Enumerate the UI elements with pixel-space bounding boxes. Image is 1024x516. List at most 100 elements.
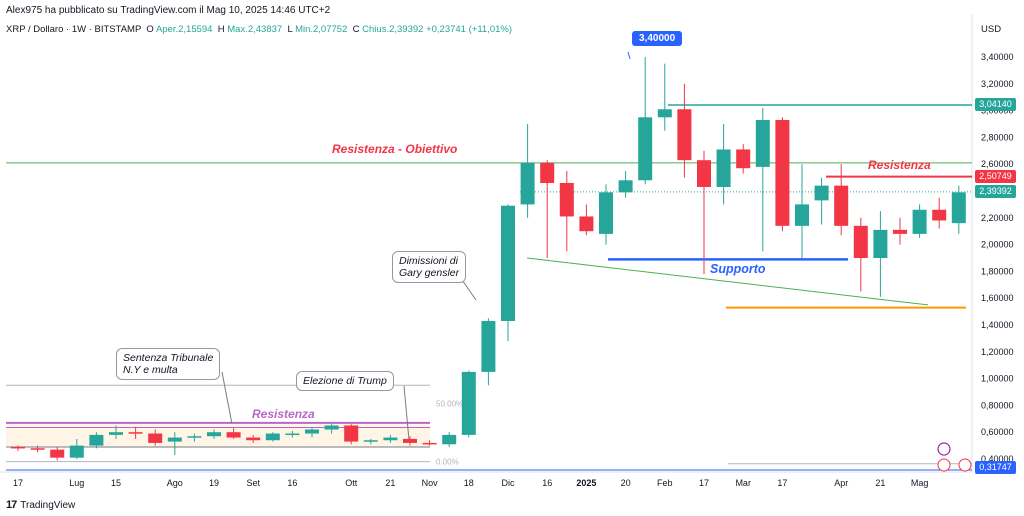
x-tick-label: Mag xyxy=(911,478,929,488)
candle-body xyxy=(834,185,849,226)
x-tick-label: Mar xyxy=(735,478,751,488)
x-tick-label: 15 xyxy=(111,478,121,488)
gensler-line-1: Dimissioni di xyxy=(399,255,458,267)
candle-body xyxy=(481,320,496,372)
publisher-line: Alex975 ha pubblicato su TradingView.com… xyxy=(6,5,331,16)
candle-body xyxy=(559,182,574,217)
candle-body xyxy=(30,448,45,450)
candle-body xyxy=(893,229,907,234)
candle-body xyxy=(89,434,104,446)
ohlc-close-label: C xyxy=(352,24,360,35)
ohlc-change: +0,23741 (+11,01%) xyxy=(426,24,512,35)
trend-line xyxy=(526,257,929,306)
candle-body xyxy=(755,119,770,167)
y-tick-label: 3,20000 xyxy=(981,79,1014,89)
x-tick-label: 21 xyxy=(385,478,395,488)
candle-body xyxy=(579,216,594,232)
candle-body xyxy=(324,425,339,430)
price-tag-239: 2,39392 xyxy=(975,185,1016,198)
candle-body xyxy=(442,434,457,445)
fib-50-label: 50.00% xyxy=(436,400,463,409)
y-tick-label: 1,00000 xyxy=(981,374,1014,384)
candle-body xyxy=(697,160,711,187)
x-tick-label: 19 xyxy=(209,478,219,488)
us-flag-icon xyxy=(958,458,972,472)
candle-body xyxy=(795,204,809,226)
candle-body xyxy=(657,109,672,118)
ohlc-open: Aper.2,15594 xyxy=(155,24,213,35)
candle-body xyxy=(736,149,751,169)
price-tag-304: 3,04140 xyxy=(975,98,1016,111)
y-tick-label: 1,60000 xyxy=(981,293,1014,303)
y-tick-label: 1,20000 xyxy=(981,347,1014,357)
candle-body xyxy=(148,433,163,443)
x-tick-label: Dic xyxy=(502,478,515,488)
symbol-info: XRP / Dollaro · 1W · BITSTAMP O Aper.2,1… xyxy=(6,24,512,35)
candle-body xyxy=(187,436,202,438)
lightning-icon xyxy=(937,442,951,456)
candle-body xyxy=(677,109,692,161)
x-tick-label: 21 xyxy=(875,478,885,488)
gensler-line-2: Gary gensler xyxy=(399,267,460,279)
x-tick-label: 16 xyxy=(542,478,552,488)
x-tick-label: Set xyxy=(246,478,260,488)
price-tag-031: 0,31747 xyxy=(975,461,1016,474)
x-tick-label: 18 xyxy=(464,478,474,488)
candle-body xyxy=(207,432,221,437)
y-tick-label: 1,40000 xyxy=(981,320,1014,330)
resistance-range-label: Resistenza xyxy=(252,407,315,421)
candle-body xyxy=(873,229,888,258)
trump-annotation[interactable]: Elezione di Trump xyxy=(296,371,394,391)
x-tick-label: Ott xyxy=(345,478,358,488)
candle-body xyxy=(932,209,947,221)
y-tick-label: 2,60000 xyxy=(981,159,1014,169)
x-tick-label: 17 xyxy=(13,478,23,488)
ohlc-high-label: H xyxy=(217,24,225,35)
candle-body xyxy=(383,437,398,441)
fib-0-label: 0.00% xyxy=(436,457,459,466)
y-tick-label: 2,20000 xyxy=(981,213,1014,223)
y-tick-label: 0,40000 xyxy=(981,454,1014,464)
candle-body xyxy=(344,425,359,442)
sentenza-annotation[interactable]: Sentenza Tribunale N.Y e multa xyxy=(116,348,221,380)
gensler-annotation[interactable]: Dimissioni di Gary gensler xyxy=(392,251,467,283)
candle-body xyxy=(265,433,280,441)
candle-body xyxy=(618,180,633,193)
candle-body xyxy=(461,371,476,435)
x-tick-label: 16 xyxy=(287,478,297,488)
currency-label: USD xyxy=(981,24,1002,35)
y-tick-label: 3,40000 xyxy=(981,52,1014,62)
candle-body xyxy=(853,225,868,258)
candle-body xyxy=(50,449,65,458)
candle-body xyxy=(716,149,731,187)
candle-body xyxy=(520,162,535,205)
ohlc-close: Chius.2,39392 xyxy=(362,24,424,35)
candle-body xyxy=(814,185,829,201)
candle-body xyxy=(285,433,300,436)
candle-body xyxy=(167,437,182,442)
x-tick-label: 17 xyxy=(699,478,709,488)
sentenza-line-2: N.Y e multa xyxy=(123,364,178,376)
candle-body xyxy=(363,440,378,442)
us-flag-icon xyxy=(937,458,951,472)
peak-pointer xyxy=(627,51,631,60)
candle-body xyxy=(11,446,25,449)
x-tick-label: 20 xyxy=(621,478,631,488)
candle-body xyxy=(305,429,319,434)
x-tick-label: Ago xyxy=(167,478,183,488)
y-tick-label: 0,60000 xyxy=(981,427,1014,437)
x-tick-label: Apr xyxy=(834,478,848,488)
candle-body xyxy=(638,117,653,181)
sentenza-pointer xyxy=(221,371,233,425)
candle-body xyxy=(540,162,555,183)
candle-body xyxy=(775,119,790,226)
price-tag-250: 2,50749 xyxy=(975,170,1016,183)
candle-body xyxy=(951,192,966,224)
x-tick-label: 2025 xyxy=(576,478,596,488)
peak-callout: 3,40000 xyxy=(632,31,683,46)
footer-brand: 17 TradingView xyxy=(6,499,75,511)
candle-body xyxy=(403,438,417,443)
ohlc-high: Max.2,43837 xyxy=(227,24,283,35)
support-label: Supporto xyxy=(710,262,766,276)
